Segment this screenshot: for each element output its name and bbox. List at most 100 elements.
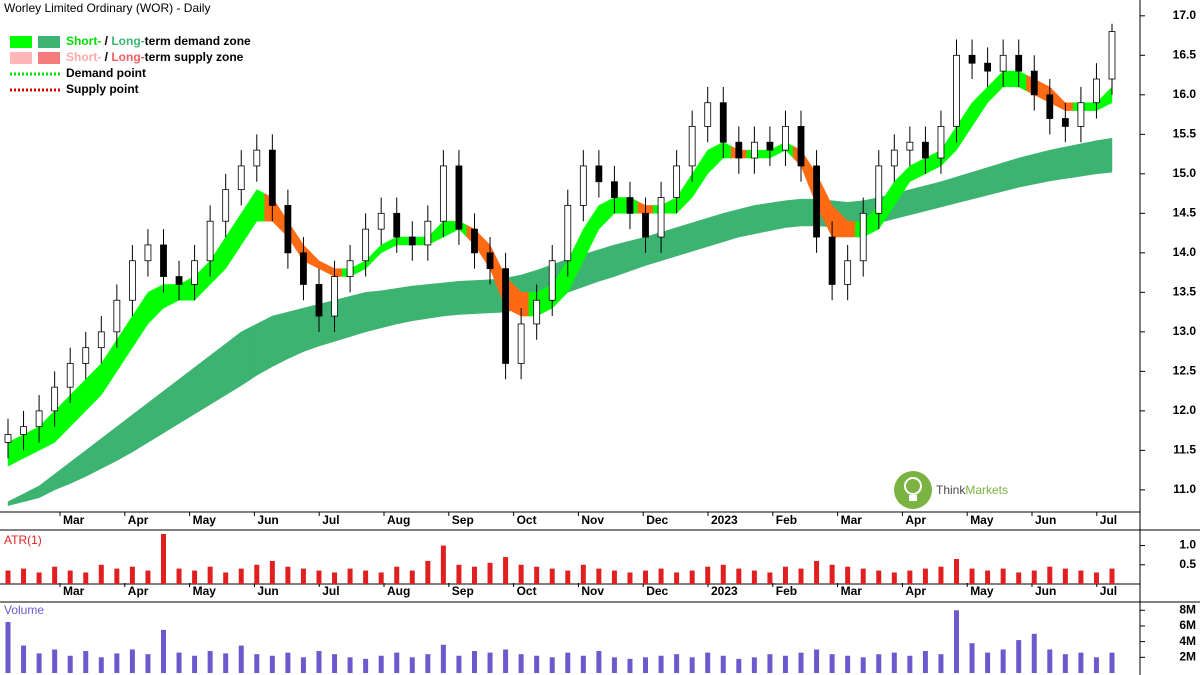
candle-body [704, 102, 712, 127]
long-term-zone [264, 313, 281, 372]
bar [409, 570, 415, 584]
bar [83, 651, 89, 673]
bar [1031, 633, 1037, 673]
bar [611, 570, 617, 584]
bar [1016, 572, 1022, 584]
candle-body [331, 276, 338, 317]
bar [969, 643, 975, 673]
candle-body [922, 141, 929, 159]
bar [891, 652, 897, 673]
bar [269, 655, 275, 673]
long-term-zone [342, 293, 359, 340]
legend-text: Short- [66, 34, 101, 48]
candle-body [51, 386, 59, 412]
candle-body [813, 165, 820, 238]
long-term-zone [357, 291, 374, 335]
bar [440, 644, 446, 673]
bar [829, 654, 835, 673]
legend-label: Short- / Long-term supply zone [66, 50, 244, 64]
legend-swatch [38, 52, 60, 64]
candle-body [237, 165, 245, 191]
bar [782, 566, 788, 584]
bar [503, 557, 509, 584]
bar [160, 534, 166, 584]
candle-body [144, 244, 152, 262]
x-tick-label: Dec [646, 513, 668, 527]
bar [1016, 640, 1022, 673]
bar [596, 651, 602, 673]
long-term-zone [995, 160, 1012, 194]
x-tick-label: Oct [517, 584, 537, 598]
y-tick-label: 14.5 [1173, 206, 1197, 220]
candle-body [906, 141, 914, 151]
candle-body [673, 165, 681, 198]
bar [627, 572, 633, 584]
bar [518, 564, 524, 584]
bar [207, 566, 213, 584]
candle-body [937, 126, 945, 159]
bar [922, 651, 928, 673]
x-tick-label: Feb [776, 513, 797, 527]
long-term-zone [62, 455, 79, 488]
long-term-zone [233, 327, 250, 391]
y-tick-label: 6M [1179, 618, 1196, 632]
y-tick-label: 15.5 [1173, 126, 1197, 140]
candle-body [455, 165, 463, 230]
bar [238, 645, 244, 673]
x-tick-label: Jun [1035, 513, 1056, 527]
long-term-zone [684, 220, 701, 254]
bar [36, 653, 42, 673]
long-term-zone [388, 286, 405, 327]
long-term-zone [186, 360, 203, 420]
candle-body [750, 141, 758, 159]
bar [223, 653, 229, 673]
candle-body [595, 165, 603, 183]
bar [985, 570, 991, 584]
bar [814, 649, 820, 673]
bar [720, 564, 726, 584]
x-tick-label: Mar [841, 584, 863, 598]
candle-body [953, 54, 960, 127]
candle-body [160, 244, 167, 277]
long-term-zone [917, 183, 934, 214]
logo-text-part: Think [936, 483, 966, 497]
bar [487, 562, 493, 584]
long-term-zone [466, 279, 483, 315]
bar [549, 568, 555, 584]
bar [938, 566, 944, 584]
legend-text: Long- [111, 50, 144, 64]
bar [129, 566, 135, 584]
panel-title: ATR(1) [4, 533, 42, 547]
candle-body [968, 54, 976, 64]
candle-body [362, 228, 370, 262]
bar [518, 654, 524, 673]
candle-body [1046, 94, 1054, 119]
bar [192, 570, 198, 584]
bar [5, 622, 11, 673]
bar [565, 652, 571, 673]
y-tick-label: 11.5 [1173, 443, 1196, 457]
bar [456, 655, 462, 673]
candle-body [766, 141, 774, 151]
long-term-zone [7, 497, 17, 507]
short-term-zone [590, 201, 607, 246]
long-term-zone [777, 199, 794, 230]
long-term-zone [295, 305, 312, 356]
bar [611, 657, 617, 673]
x-tick-label: Oct [517, 513, 537, 527]
long-term-zone [964, 169, 981, 202]
candle-body [408, 236, 416, 246]
candle-body [253, 149, 261, 167]
candle-body [175, 276, 183, 285]
bar [596, 568, 602, 584]
y-tick-label: 16.5 [1173, 47, 1197, 61]
x-tick-label: Aug [387, 584, 410, 598]
bar [705, 652, 711, 673]
bar [456, 564, 462, 584]
x-tick-label: Apr [905, 513, 926, 527]
bar [1109, 652, 1115, 673]
bar [922, 568, 928, 584]
x-tick-label: Aug [387, 513, 410, 527]
bar [300, 657, 306, 673]
